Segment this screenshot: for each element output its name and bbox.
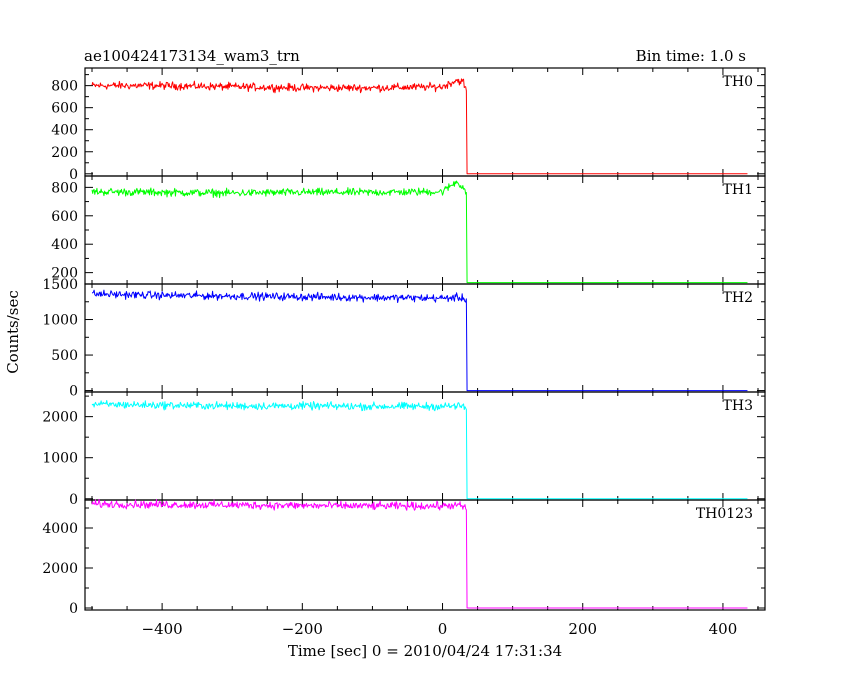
y-tick-label: 2000 — [42, 561, 78, 577]
panel-label: TH0 — [723, 74, 753, 90]
y-tick-label: 200 — [51, 266, 78, 282]
y-tick-label: 0 — [69, 167, 78, 183]
panel-th0123: 0 2000 4000 TH0123 — [42, 499, 766, 617]
y-tick-label: 800 — [51, 180, 78, 196]
chart-title: ae100424173134_wam3_trn — [84, 47, 300, 65]
panel-frame — [84, 499, 766, 611]
series-line-th0 — [91, 78, 748, 175]
x-tick-label: −200 — [282, 620, 323, 638]
y-tick-label: 400 — [51, 237, 78, 253]
panel-label: TH1 — [723, 182, 753, 198]
y-tick-label: 500 — [51, 348, 78, 364]
panel-th1: 200 400 600 800 TH1 — [51, 175, 766, 285]
y-tick-label: 600 — [51, 101, 78, 117]
panel-th2: 0 500 1000 1500 TH2 — [42, 277, 766, 400]
x-tick-label: 200 — [568, 620, 597, 638]
panel-label: TH2 — [723, 290, 753, 306]
y-tick-label: 200 — [51, 145, 78, 161]
y-tick-label: 2000 — [42, 410, 78, 426]
y-tick-label: 1000 — [42, 451, 78, 467]
y-axis-label: Counts/sec — [4, 290, 22, 374]
bin-time-label: Bin time: 1.0 s — [636, 47, 746, 65]
y-tick-label: 0 — [69, 601, 78, 617]
series-line-th2 — [91, 289, 748, 392]
series-line-th0123 — [91, 499, 748, 609]
panel-th3: 0 1000 2000 TH3 — [42, 391, 766, 508]
y-tick-label: 400 — [51, 123, 78, 139]
panel-label: TH0123 — [696, 506, 753, 522]
x-axis-label: Time [sec] 0 = 2010/04/24 17:31:34 — [288, 642, 562, 660]
series-line-th3 — [91, 399, 748, 500]
y-tick-label: 600 — [51, 209, 78, 225]
y-tick-label: 0 — [69, 384, 78, 400]
x-tick-label: 0 — [438, 620, 448, 638]
y-tick-label: 1500 — [42, 277, 78, 293]
series-line-th1 — [91, 180, 748, 284]
y-tick-label: 4000 — [42, 521, 78, 537]
panel-th0: 0 200 400 600 800 TH0 — [51, 67, 766, 183]
x-tick-label: −400 — [142, 620, 183, 638]
x-tick-label: 400 — [709, 620, 738, 638]
y-tick-label: 800 — [51, 79, 78, 95]
y-tick-label: 1000 — [42, 313, 78, 329]
y-tick-label: 0 — [69, 492, 78, 508]
panel-group: 0 200 400 600 800 TH0 200 400 600 800 TH1 0 500 1000 1… — [42, 67, 766, 638]
panel-label: TH3 — [723, 398, 753, 414]
